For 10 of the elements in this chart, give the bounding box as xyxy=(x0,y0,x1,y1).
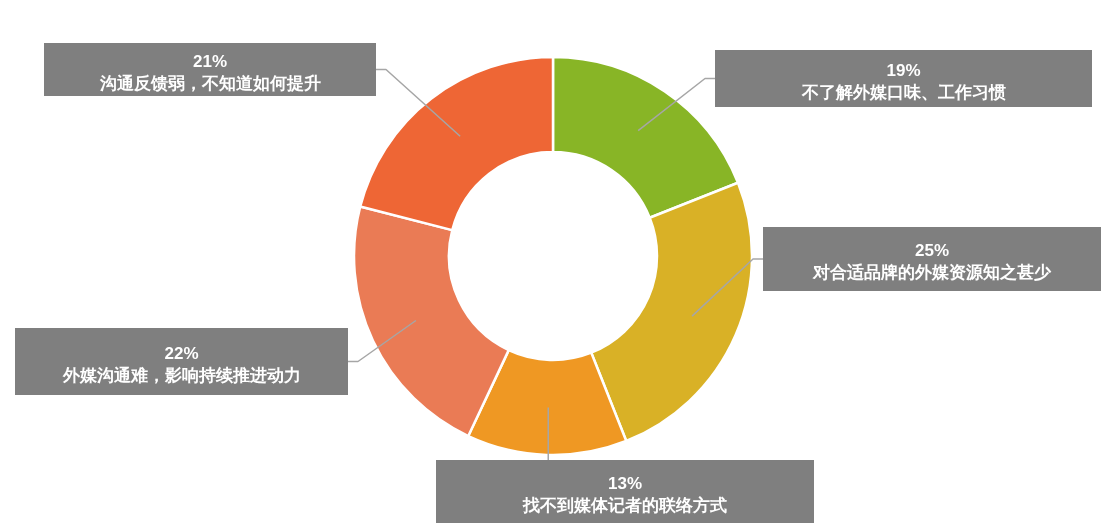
data-label: 22% xyxy=(164,343,199,363)
data-label: 19% xyxy=(886,60,921,80)
slice-label: 不了解外媒口味、工作习惯 xyxy=(800,82,1006,102)
slice-label: 找不到媒体记者的联络方式 xyxy=(522,495,727,515)
data-label: 25% xyxy=(914,241,950,260)
slice-label: 沟通反馈弱，不知道如何提升 xyxy=(98,73,321,93)
slice-label: 外媒沟通难，影响持续推进动力 xyxy=(61,365,301,385)
slice-label: 对合适品牌的外媒资源知之甚少 xyxy=(812,263,1052,282)
data-label: 13% xyxy=(607,473,643,493)
data-label: 21% xyxy=(192,51,228,71)
